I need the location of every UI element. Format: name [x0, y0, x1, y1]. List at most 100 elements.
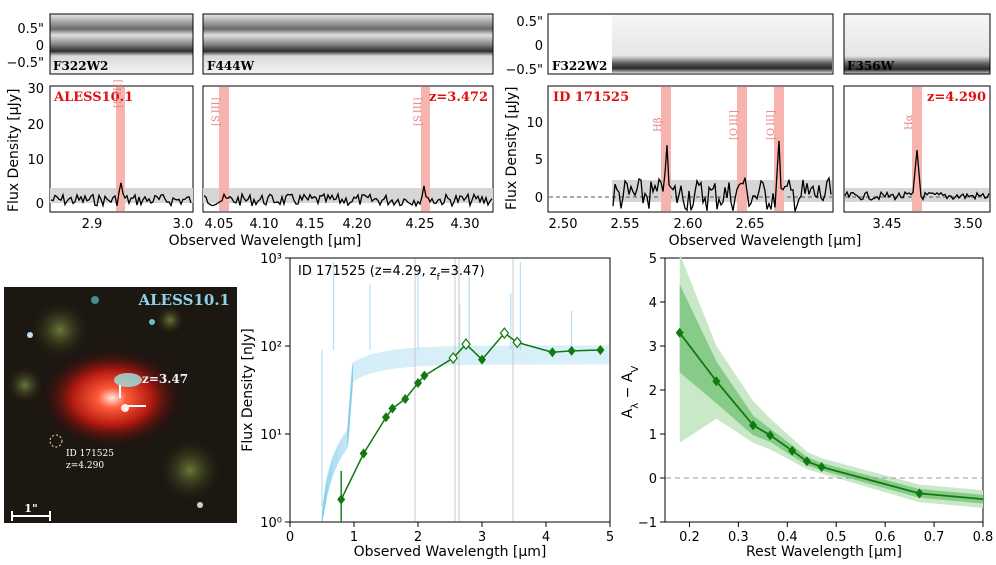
flux-tick: 0: [36, 197, 44, 212]
source-circle: [49, 434, 63, 448]
attenuation-point: [915, 488, 924, 499]
x-tick-label: 2: [414, 530, 422, 545]
x-tick: 4.30: [451, 217, 480, 232]
x-tick-label: 5: [606, 530, 614, 545]
model-spectrum: [321, 356, 609, 522]
photometry-point: [401, 393, 410, 404]
flux-tick: 10: [27, 153, 44, 168]
model-spectrum: [321, 359, 609, 522]
y-tick-label: 2: [649, 384, 657, 399]
emission-line-label: [S III]: [113, 79, 124, 108]
top-right-panels: F322W2 F356W 0.5" 0 −0.5" ID 171525 z=4.…: [504, 13, 991, 249]
x-tick: 2.50: [549, 217, 578, 232]
y-axis-label: Flux Density [μJy]: [6, 89, 22, 212]
spatial-tick: −0.5": [505, 63, 543, 78]
model-spectrum: [321, 353, 609, 521]
photometry-point: [359, 448, 368, 459]
cutout-id-label: ID 171525: [66, 449, 114, 459]
emission-line-label: Hβ: [653, 117, 664, 132]
star: [197, 502, 203, 508]
x-tick: 2.60: [674, 217, 703, 232]
emission-line-band: [661, 87, 671, 211]
source-label: ID 171525: [553, 90, 629, 105]
x-tick: 2.65: [736, 217, 765, 232]
x-axis-label: Observed Wavelength [μm]: [669, 233, 862, 249]
attenuation-point: [817, 462, 826, 472]
x-axis-label: Observed Wavelength [μm]: [354, 544, 547, 560]
x-tick-label: 4: [542, 530, 550, 545]
model-spectrum: [321, 361, 609, 522]
rgb-cutout: ALESS10.1 z=3.47 ID 171525 z=4.290 1": [4, 287, 237, 523]
top-left-panels: F322W2 F444W 0.5" 0 −0.5" ALESS10.1 z=3.…: [6, 13, 494, 249]
spatial-tick: 0.5": [516, 15, 543, 30]
photometry-point: [414, 377, 422, 388]
spectrum-trace: [612, 140, 832, 212]
model-spectrum: [321, 348, 609, 515]
spatial-tick: 0: [36, 39, 44, 54]
flux-tick: 0: [535, 191, 543, 206]
attenuation-point: [802, 456, 811, 467]
sed-axes: 0 1 2 3 4 5 10⁰ 10¹ 10² 10³: [260, 252, 614, 545]
galaxy-blob: [156, 306, 184, 334]
flux-tick: 5: [535, 153, 543, 168]
spectrum-trace: [203, 185, 493, 208]
attenuation-points: [675, 327, 924, 499]
spatial-tick: 0.5": [17, 22, 44, 37]
emission-line-band: [737, 87, 747, 211]
flux-tick: 20: [27, 118, 44, 133]
photometry-point-open: [499, 327, 510, 340]
model-spectrum: [321, 362, 609, 522]
x-tick: 2.9: [82, 217, 103, 232]
y-tick-label: 1: [649, 428, 657, 443]
x-tick-label: 0: [286, 530, 294, 545]
filter-label: F322W2: [552, 59, 607, 73]
cutout-id-z-label: z=4.290: [66, 461, 104, 471]
photometry-point-open: [448, 352, 458, 364]
x-tick: 3.45: [873, 217, 902, 232]
noise-band: [203, 188, 493, 203]
photometry-point: [420, 370, 429, 381]
spatial-tick: −0.5": [6, 56, 44, 71]
x-tick-label: 0.2: [679, 530, 700, 545]
cutout-z-label: z=3.47: [142, 372, 188, 386]
x-tick: 4.05: [205, 217, 234, 232]
emission-line-label: [O III]: [729, 110, 740, 140]
emission-line-band: [219, 87, 229, 211]
flux-tick: 30: [27, 82, 44, 97]
x-tick: 3.50: [954, 217, 983, 232]
star: [149, 319, 155, 325]
spectrum-trace: [844, 149, 990, 202]
x-tick: 4.20: [343, 217, 372, 232]
photometry-point: [567, 345, 576, 356]
y-axis-label: Flux Density [μJy]: [504, 87, 520, 210]
x-axis-label: Observed Wavelength [μm]: [169, 233, 362, 249]
model-spectrum: [321, 357, 609, 522]
source-label: ALESS10.1: [53, 90, 133, 105]
spec2d-f444w: [202, 13, 494, 75]
galaxy-core: [121, 404, 129, 412]
emission-line-label: [S III]: [413, 97, 424, 126]
scale-label: 1": [24, 502, 37, 515]
galaxy-blob: [7, 367, 43, 403]
model-spectrum: [321, 363, 609, 522]
attenuation-point: [788, 445, 797, 456]
x-tick: 4.10: [250, 217, 279, 232]
sed-title: ID 171525 (z=4.29, zf=3.47): [298, 264, 485, 283]
y-tick-label: 4: [649, 296, 657, 311]
photometry-point: [596, 345, 605, 356]
x-tick-label: 0.5: [826, 530, 847, 545]
redshift-label: z=3.472: [429, 90, 488, 105]
star: [91, 296, 99, 304]
y-axis-label: Aλ − AV: [620, 366, 641, 419]
photometry-point-open: [512, 336, 522, 349]
sed-frame: [289, 257, 611, 523]
y-tick-label: 10²: [260, 340, 282, 355]
attenuation-point: [675, 327, 684, 338]
x-tick-label: 1: [350, 530, 358, 545]
attenuation-point: [749, 420, 758, 431]
model-spectrum: [321, 349, 609, 516]
galaxy-blob: [32, 302, 88, 358]
attenuation-point: [766, 430, 775, 441]
emission-line-band: [912, 87, 922, 211]
